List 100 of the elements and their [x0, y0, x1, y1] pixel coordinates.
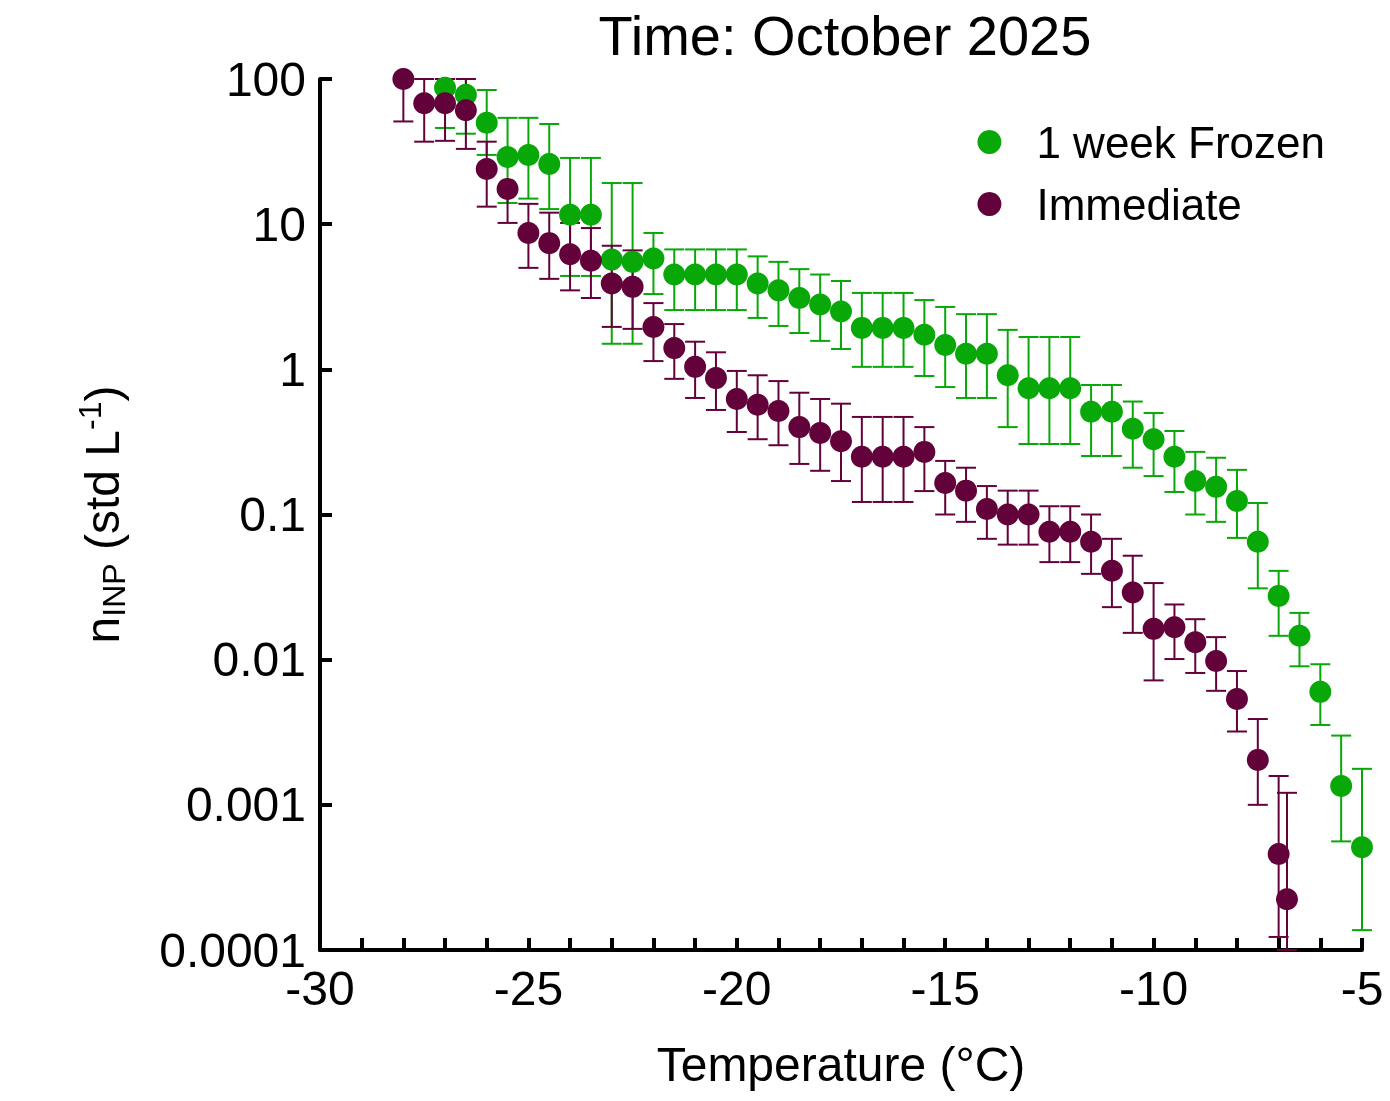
x-tick-label: -15 — [910, 961, 980, 1015]
point — [600, 248, 623, 271]
point — [1267, 843, 1290, 866]
point — [600, 272, 623, 295]
point — [746, 393, 769, 416]
point — [830, 430, 852, 453]
y-tick-label: 100 — [225, 52, 306, 106]
point — [1100, 400, 1123, 423]
point — [413, 92, 436, 115]
point — [1059, 377, 1082, 400]
point — [434, 92, 457, 115]
x-tick-label: -5 — [1340, 961, 1384, 1015]
point — [1121, 417, 1144, 440]
point — [684, 263, 707, 286]
point — [934, 471, 957, 494]
point — [934, 334, 957, 357]
point — [1276, 888, 1298, 911]
point — [642, 247, 665, 270]
point — [1038, 520, 1061, 543]
point — [1184, 470, 1207, 493]
legend-label: Immediate — [1036, 179, 1242, 229]
point — [809, 293, 832, 316]
y-axis-title: nINP (std L-1) — [72, 385, 132, 644]
x-tick-label: -25 — [493, 961, 564, 1015]
point — [892, 316, 915, 339]
point — [663, 263, 686, 286]
point — [496, 177, 519, 200]
point — [850, 316, 873, 339]
point — [559, 243, 582, 266]
point — [1267, 584, 1290, 607]
point — [1142, 617, 1165, 640]
point — [517, 143, 540, 166]
point — [975, 342, 998, 365]
point — [621, 275, 644, 298]
y-tick-label: 1 — [279, 342, 306, 396]
point — [559, 203, 582, 226]
point — [1163, 445, 1186, 468]
point — [1205, 649, 1228, 672]
point — [1163, 616, 1186, 639]
point — [1309, 680, 1332, 703]
point — [579, 249, 602, 272]
point — [1225, 687, 1248, 710]
point — [517, 221, 540, 244]
point — [788, 287, 811, 309]
point — [1038, 377, 1061, 400]
point — [475, 157, 498, 180]
y-tick-label: 10 — [252, 197, 306, 251]
point — [975, 498, 998, 521]
point — [809, 422, 832, 445]
point — [725, 387, 748, 410]
point — [1288, 624, 1311, 647]
point — [1142, 428, 1165, 451]
point — [725, 263, 748, 286]
point — [871, 316, 894, 339]
point — [704, 367, 727, 390]
point — [704, 263, 727, 286]
point — [1246, 530, 1269, 553]
point — [538, 152, 561, 175]
y-tick-label: 0.01 — [212, 633, 306, 687]
point — [579, 203, 602, 226]
point — [996, 364, 1019, 387]
legend-label: 1 week Frozen — [1036, 117, 1325, 167]
x-tick-label: -20 — [702, 961, 772, 1015]
point — [454, 99, 477, 122]
point — [1246, 748, 1269, 771]
point — [996, 503, 1019, 526]
point — [1017, 377, 1040, 400]
point — [1330, 774, 1353, 797]
point — [392, 68, 415, 90]
point — [1080, 530, 1103, 553]
point — [1351, 836, 1373, 859]
point — [642, 315, 665, 338]
point — [913, 323, 936, 346]
point — [1121, 581, 1144, 604]
point — [1017, 503, 1040, 526]
point — [788, 416, 811, 439]
point — [1080, 400, 1103, 423]
point — [621, 250, 644, 273]
point — [1059, 520, 1082, 543]
point — [955, 479, 978, 502]
point — [913, 440, 936, 463]
point — [850, 445, 873, 468]
x-tick-label: -10 — [1118, 961, 1189, 1015]
point — [767, 279, 790, 302]
chart-title: Time: October 2025 — [598, 3, 1092, 67]
point — [496, 146, 519, 169]
point — [1225, 489, 1248, 512]
point — [663, 337, 686, 360]
point — [1100, 559, 1123, 582]
point — [871, 445, 894, 468]
point — [1184, 631, 1207, 654]
point — [746, 272, 769, 295]
point — [1205, 475, 1228, 498]
y-tick-label: 0.1 — [239, 488, 306, 541]
point — [830, 300, 852, 323]
x-axis-title: Temperature (°C) — [656, 1037, 1026, 1091]
point — [955, 342, 978, 365]
point — [684, 355, 707, 378]
point — [767, 400, 790, 423]
y-tick-label: 0.001 — [185, 778, 306, 832]
